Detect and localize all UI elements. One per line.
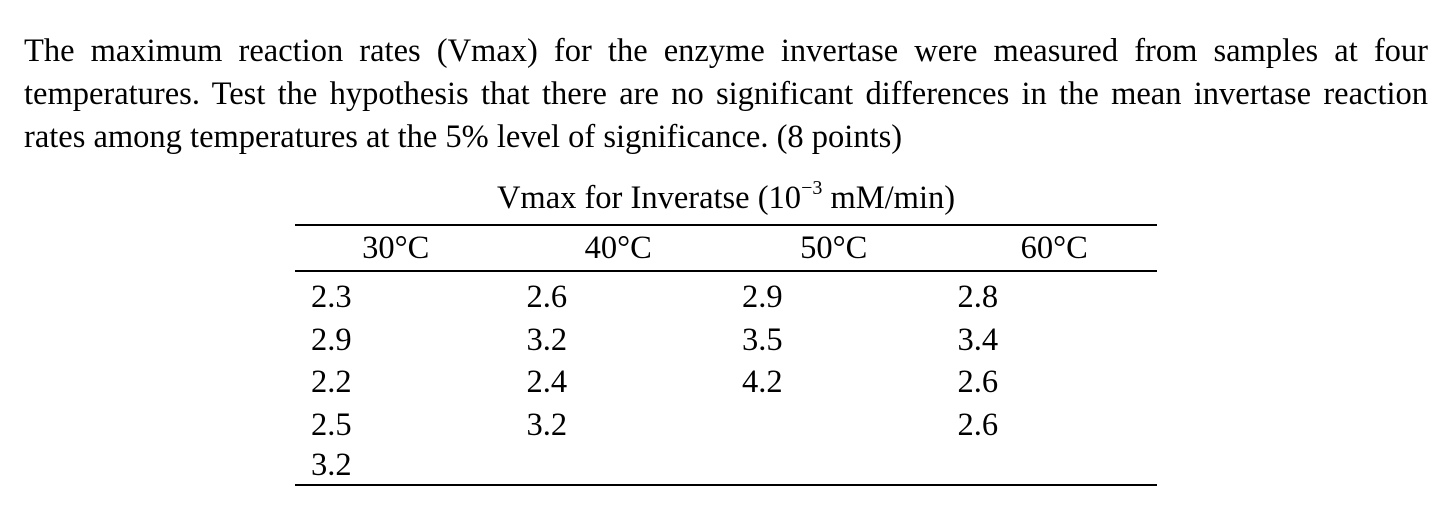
table-row: 2.3 2.6 2.9 2.8: [295, 271, 1157, 319]
table-cell: [941, 446, 1157, 486]
column-header-40c: 40°C: [510, 224, 726, 272]
table-cell: 2.9: [311, 321, 352, 358]
table-cell: 2.6: [526, 279, 568, 315]
table-cell: 2.3: [311, 279, 352, 315]
caption-suffix: mM/min): [822, 180, 956, 216]
vmax-table: 30°C 40°C 50°C 60°C 2.3 2.6 2.9 2.8 2.9 …: [295, 224, 1157, 486]
table-cell: 2.6: [957, 364, 999, 400]
column-header-50c: 50°C: [726, 224, 942, 272]
table-cell: [726, 404, 942, 447]
table-cell: [726, 446, 942, 486]
table-cell: 2.8: [957, 279, 999, 315]
table-cell: [510, 446, 726, 486]
problem-statement: The maximum reaction rates (Vmax) for th…: [24, 33, 1428, 155]
table-caption: Vmax for Inveratse (10−3 mM/min): [295, 178, 1157, 218]
table-row: 2.5 3.2 2.6: [295, 404, 1157, 447]
table-cell: 2.9: [742, 279, 783, 315]
table-cell: 3.2: [526, 321, 568, 358]
column-header-60c: 60°C: [941, 224, 1157, 272]
table-cell: 2.6: [957, 406, 999, 443]
caption-exponent: −3: [801, 177, 823, 200]
table-cell: 3.2: [526, 406, 568, 443]
table-row: 2.9 3.2 3.5 3.4: [295, 319, 1157, 362]
table-cell: 2.2: [311, 364, 352, 400]
table-cell: 3.5: [742, 321, 783, 358]
table-cell: 2.5: [311, 406, 352, 443]
table-cell: 2.4: [526, 364, 568, 400]
table-row: 3.2: [295, 446, 1157, 486]
column-header-30c: 30°C: [295, 224, 511, 272]
table-cell: 3.4: [957, 321, 999, 358]
caption-prefix: Vmax for Inveratse (10: [496, 180, 802, 216]
header-row: 30°C 40°C 50°C 60°C: [295, 224, 1157, 272]
table-cell: 3.2: [295, 446, 511, 486]
table-cell: 4.2: [742, 364, 783, 400]
table-row: 2.2 2.4 4.2 2.6: [295, 361, 1157, 404]
